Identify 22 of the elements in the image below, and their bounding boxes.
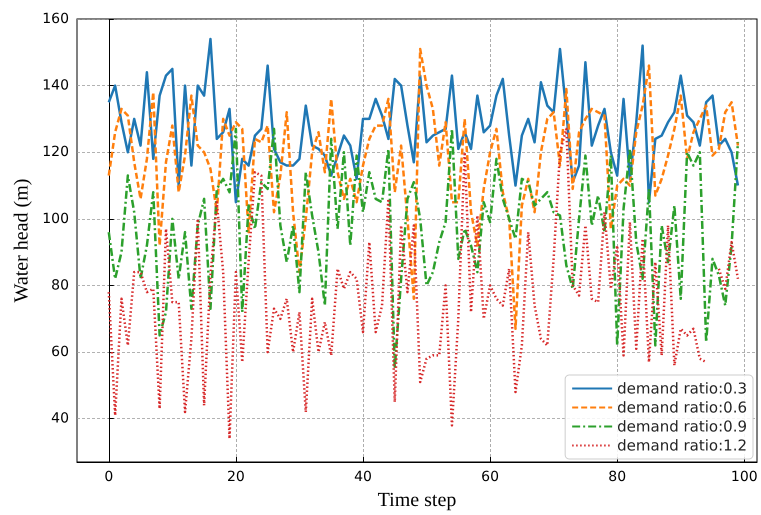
- y-tick-label: 100: [42, 210, 69, 227]
- y-tick-label: 120: [42, 144, 69, 160]
- x-axis-title: Time step: [378, 489, 456, 511]
- x-tick-label: 60: [481, 469, 499, 485]
- y-axis-title: Water head (m): [10, 178, 32, 302]
- y-tick-label: 140: [42, 78, 69, 94]
- x-tick-label: 80: [608, 469, 626, 485]
- legend-label: demand ratio:0.9: [617, 418, 747, 436]
- x-tick-label: 20: [226, 469, 245, 485]
- y-tick-label: 160: [42, 11, 69, 27]
- x-tick-label: 100: [730, 469, 758, 485]
- x-tick-label: 0: [104, 469, 114, 485]
- y-tick-label: 40: [51, 410, 69, 427]
- legend-label: demand ratio:1.2: [617, 436, 747, 454]
- y-tick-label: 80: [51, 277, 69, 294]
- y-tick-label: 60: [51, 344, 69, 360]
- line-series: [108, 128, 740, 370]
- line-series: [108, 38, 740, 204]
- line-series: [108, 48, 740, 330]
- legend-label: demand ratio:0.6: [617, 398, 747, 416]
- legend-label: demand ratio:0.3: [617, 380, 747, 398]
- x-tick-label: 40: [354, 469, 372, 485]
